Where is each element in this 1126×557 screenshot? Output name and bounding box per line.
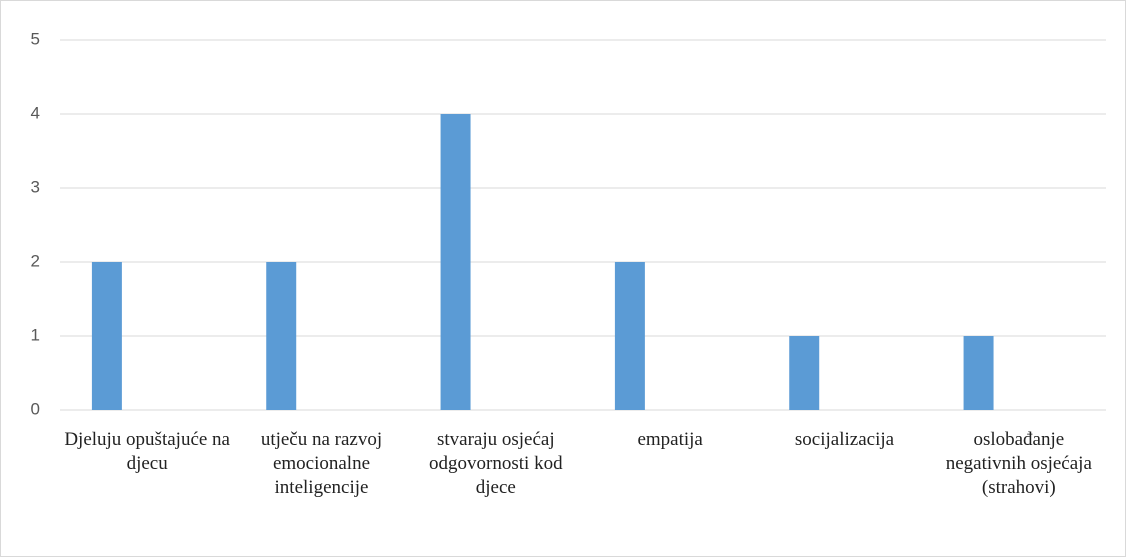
x-tick-label: socijalizacija: [794, 429, 895, 450]
y-tick-label: 0: [31, 399, 40, 418]
bar: [614, 262, 645, 410]
bar: [789, 336, 820, 410]
bar: [266, 262, 297, 410]
x-tick-label: stvaraju osjećaj odgovornosti kod djece: [429, 429, 563, 498]
y-tick-label: 5: [31, 29, 40, 48]
bar: [440, 114, 471, 410]
x-tick-label: empatija: [637, 429, 703, 450]
x-tick-label: oslobađanje negativnih osjećaja (strahov…: [945, 429, 1092, 498]
bar: [963, 336, 994, 410]
y-tick-label: 1: [31, 325, 40, 344]
bar: [91, 262, 122, 410]
y-tick-label: 2: [31, 251, 40, 270]
y-tick-label: 3: [31, 177, 40, 196]
x-tick-label: utječu na razvoj emocionalne inteligenci…: [260, 429, 383, 498]
x-tick-label: Djeluju opuštajuće na djecu: [64, 429, 230, 474]
y-tick-label: 4: [31, 103, 40, 122]
